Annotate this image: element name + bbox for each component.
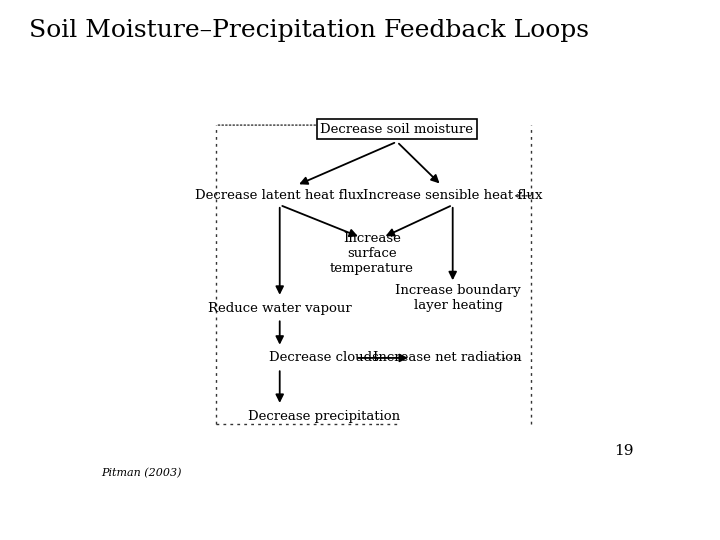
Text: Decrease precipitation: Decrease precipitation: [248, 410, 400, 423]
Text: Increase sensible heat flux: Increase sensible heat flux: [363, 190, 542, 202]
Text: Pitman (2003): Pitman (2003): [101, 468, 181, 478]
Text: Reduce water vapour: Reduce water vapour: [208, 301, 351, 314]
Text: Increase
surface
temperature: Increase surface temperature: [330, 233, 414, 275]
Text: Decrease clouds: Decrease clouds: [269, 352, 379, 365]
Text: Soil Moisture–Precipitation Feedback Loops: Soil Moisture–Precipitation Feedback Loo…: [29, 19, 589, 42]
Text: Increase boundary
layer heating: Increase boundary layer heating: [395, 284, 521, 312]
Text: Decrease latent heat flux: Decrease latent heat flux: [195, 190, 364, 202]
Text: 19: 19: [615, 444, 634, 458]
Text: Decrease soil moisture: Decrease soil moisture: [320, 123, 474, 136]
Text: Increase net radiation: Increase net radiation: [373, 352, 521, 365]
